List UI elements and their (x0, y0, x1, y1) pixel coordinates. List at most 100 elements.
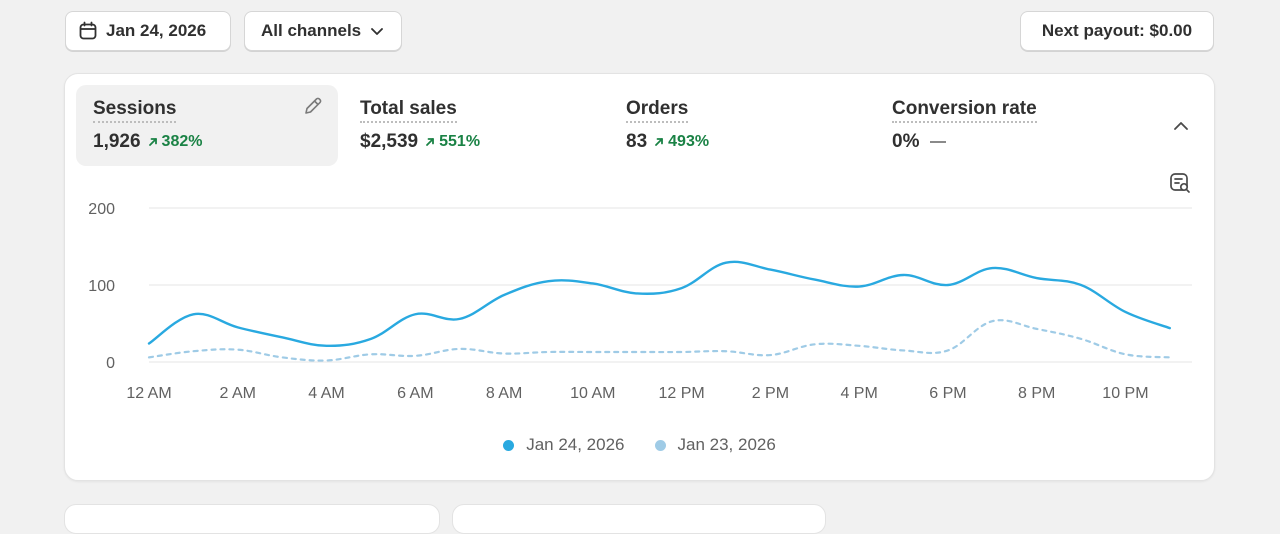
point-jan-24-6 (412, 311, 418, 317)
x-tick-label: 6 AM (397, 385, 433, 402)
point-jan-23-6 (412, 353, 418, 359)
point-jan-24-4 (324, 343, 330, 349)
metric-label: Orders (626, 98, 689, 123)
point-jan-24-8 (501, 292, 507, 298)
next-card-right (452, 504, 826, 534)
x-tick-label: 2 AM (220, 385, 256, 402)
point-jan-24-3 (279, 334, 285, 340)
pencil-icon[interactable] (302, 95, 324, 122)
point-jan-23-9 (545, 349, 551, 355)
channels-dropdown[interactable]: All channels (244, 11, 402, 51)
point-jan-23-10 (590, 349, 596, 355)
point-jan-24-7 (457, 316, 463, 322)
legend-item-comparison[interactable]: Jan 23, 2026 (654, 435, 776, 455)
next-payout-button[interactable]: Next payout: $0.00 (1020, 11, 1214, 51)
point-jan-23-19 (989, 318, 995, 324)
point-jan-24-9 (545, 278, 551, 284)
arrow-up-right-icon (655, 138, 664, 146)
point-jan-24-15 (812, 277, 818, 283)
point-jan-23-7 (457, 346, 463, 352)
x-tick-label: 8 AM (486, 385, 522, 402)
point-jan-24-18 (945, 282, 951, 288)
metric-tab-conversion-rate[interactable]: Conversion rate 0% (875, 85, 1137, 166)
y-tick-label: 100 (88, 278, 115, 295)
point-jan-24-20 (1034, 275, 1040, 281)
point-jan-23-23 (1167, 354, 1173, 360)
point-jan-24-2 (235, 324, 241, 330)
point-jan-24-23 (1167, 325, 1173, 331)
point-jan-24-0 (146, 341, 152, 347)
series-line-jan-23 (147, 319, 1171, 362)
point-jan-23-15 (812, 341, 818, 347)
point-jan-23-5 (368, 351, 374, 357)
metric-value: 0% (892, 131, 920, 152)
metric-change-value: 551% (439, 133, 481, 150)
legend-item-current[interactable]: Jan 24, 2026 (503, 435, 625, 455)
collapse-chevron-icon[interactable] (1169, 114, 1193, 138)
point-jan-24-21 (1078, 282, 1084, 288)
metric-label: Conversion rate (892, 98, 1037, 123)
date-picker-button[interactable]: Jan 24, 2026 (65, 11, 231, 51)
point-jan-24-19 (989, 265, 995, 271)
calendar-icon (78, 21, 98, 41)
point-jan-23-11 (634, 349, 640, 355)
date-label: Jan 24, 2026 (106, 21, 207, 40)
arrow-up-right-icon (426, 138, 435, 146)
chart-search-icon[interactable] (1169, 172, 1193, 196)
legend-dot-comparison (654, 439, 666, 451)
metric-tab-total-sales[interactable]: Total sales $2,539 551% (343, 85, 605, 166)
metric-tab-sessions[interactable]: Sessions 1,926 382% (76, 85, 338, 166)
analytics-card: Sessions 1,926 382% Total sales $2,539 5… (64, 73, 1215, 481)
point-jan-24-5 (368, 336, 374, 342)
point-jan-23-22 (1122, 351, 1128, 357)
next-card-left (64, 504, 440, 534)
x-tick-label: 12 PM (658, 385, 704, 402)
y-tick-label: 0 (106, 355, 115, 372)
point-jan-23-20 (1034, 326, 1040, 332)
point-jan-23-8 (501, 351, 507, 357)
metric-value: 83 (626, 131, 648, 152)
point-jan-23-17 (901, 347, 907, 353)
legend-label: Jan 23, 2026 (677, 435, 776, 454)
point-jan-23-1 (190, 348, 196, 354)
arrow-up-right-icon (148, 138, 157, 146)
x-tick-label: 10 AM (570, 385, 615, 402)
metric-label: Total sales (360, 98, 457, 123)
point-jan-23-13 (723, 348, 729, 354)
metric-value: $2,539 (360, 131, 419, 152)
metric-change: 382% (148, 133, 203, 151)
x-tick-label: 2 PM (752, 385, 789, 402)
point-jan-23-18 (945, 347, 951, 353)
x-tick-label: 8 PM (1018, 385, 1055, 402)
y-tick-label: 200 (88, 201, 115, 218)
metric-change: 551% (425, 133, 480, 151)
point-jan-24-16 (856, 284, 862, 290)
point-jan-24-22 (1122, 309, 1128, 315)
point-jan-23-2 (235, 347, 241, 353)
x-tick-label: 6 PM (929, 385, 966, 402)
metric-label: Sessions (93, 98, 177, 123)
x-tick-label: 4 AM (308, 385, 344, 402)
channels-label: All channels (261, 21, 362, 40)
x-tick-label: 10 PM (1102, 385, 1148, 402)
point-jan-24-17 (901, 272, 907, 278)
metric-change-value: 382% (161, 133, 203, 150)
series-line-jan-24 (147, 260, 1172, 348)
point-jan-24-1 (190, 311, 196, 317)
legend-dot-current (503, 439, 515, 451)
point-jan-24-14 (767, 267, 773, 273)
point-jan-23-21 (1078, 336, 1084, 342)
x-tick-label: 4 PM (840, 385, 877, 402)
metric-change-value: 493% (668, 133, 710, 150)
sessions-line-chart: 0 100 200 12 AM 2 AM 4 AM 6 AM 8 AM 10 AM 12 PM 2 … (88, 201, 1192, 402)
point-jan-23-12 (679, 349, 685, 355)
x-tick-label: 12 AM (126, 385, 171, 402)
point-jan-24-12 (679, 285, 685, 291)
no-change-dash (930, 141, 947, 143)
metric-tab-orders[interactable]: Orders 83 493% (609, 85, 871, 166)
point-jan-24-10 (590, 280, 596, 286)
point-jan-23-3 (279, 354, 285, 360)
chart-legend: Jan 24, 2026 Jan 23, 2026 (65, 435, 1214, 455)
point-jan-23-4 (324, 357, 330, 363)
metric-value: 1,926 (93, 131, 141, 152)
